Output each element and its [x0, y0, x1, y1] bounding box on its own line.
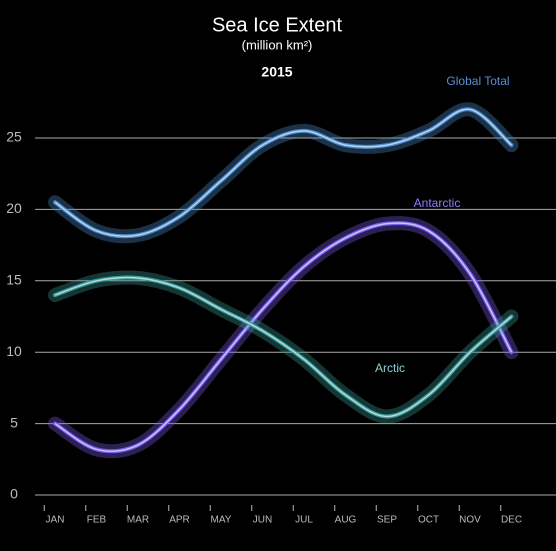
y-tick-label: 15 — [6, 272, 22, 288]
x-tick-label: JUL — [295, 515, 313, 526]
y-tick-label: 20 — [6, 200, 22, 216]
x-tick-label: MAR — [127, 515, 149, 526]
x-tick-label: OCT — [418, 515, 439, 526]
y-tick-label: 10 — [6, 343, 22, 359]
year-annotation: 2015 — [261, 64, 292, 80]
series-label: Antarctic — [414, 196, 461, 210]
x-tick-label: MAY — [211, 515, 232, 526]
x-tick-label: JUN — [253, 515, 272, 526]
y-tick-label: 25 — [6, 129, 22, 145]
series-label: Global Total — [446, 74, 509, 88]
chart-title: Sea Ice Extent — [212, 14, 343, 36]
x-tick-label: FEB — [87, 515, 107, 526]
y-tick-label: 0 — [10, 486, 18, 502]
chart-subtitle: (million km²) — [242, 37, 313, 52]
series-highlight — [54, 222, 513, 453]
y-tick-label: 5 — [10, 414, 18, 430]
x-tick-label: APR — [169, 515, 190, 526]
series-highlight — [54, 276, 512, 418]
x-tick-label: NOV — [459, 515, 481, 526]
x-tick-label: AUG — [335, 515, 357, 526]
x-tick-label: DEC — [501, 515, 522, 526]
x-tick-label: JAN — [46, 515, 65, 526]
series-highlight — [54, 108, 513, 237]
x-tick-label: SEP — [377, 515, 397, 526]
series-label: Arctic — [375, 361, 405, 375]
